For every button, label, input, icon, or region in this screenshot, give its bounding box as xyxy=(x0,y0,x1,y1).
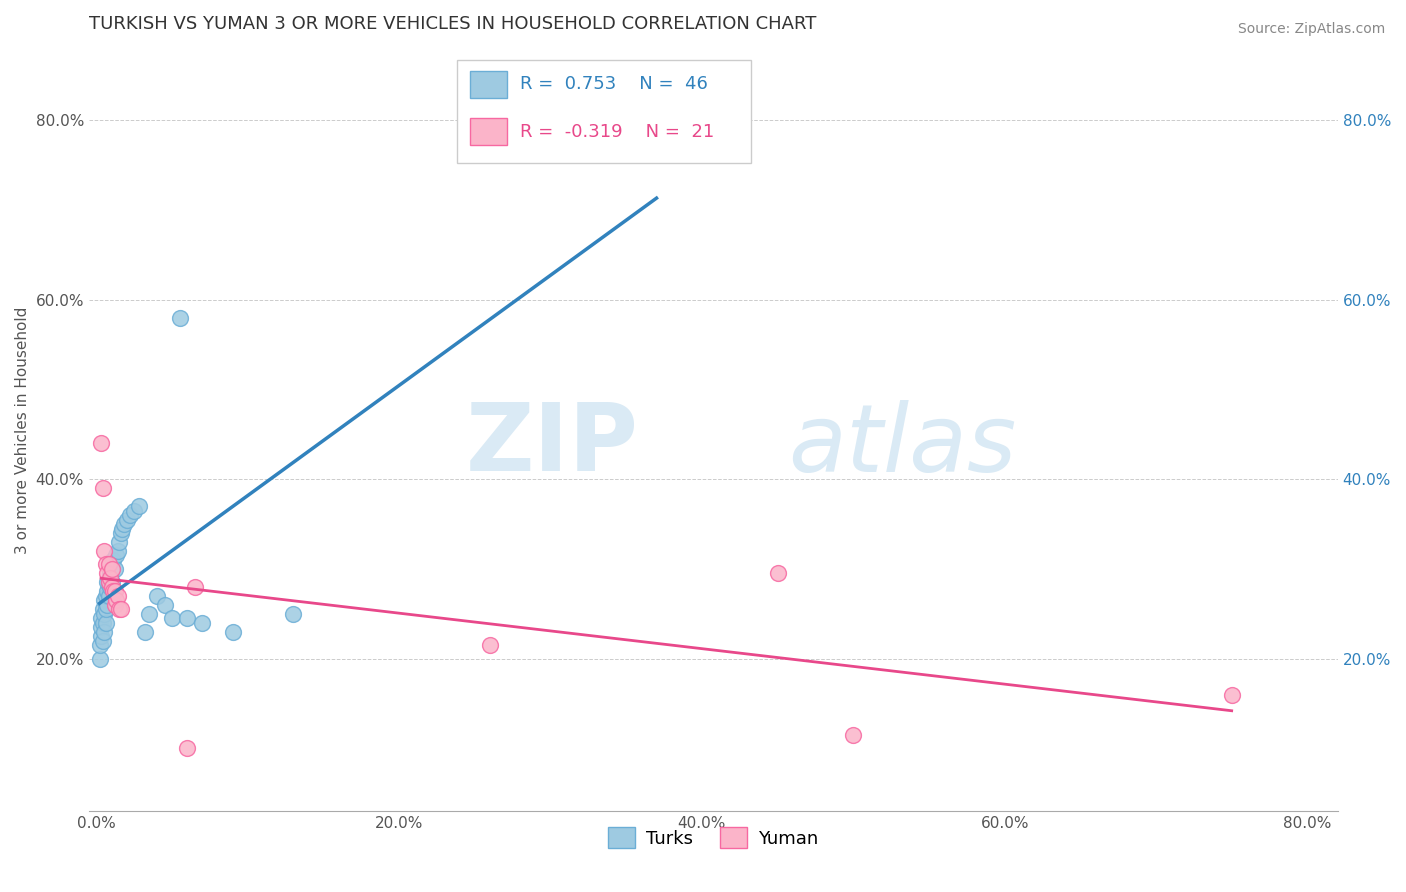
Point xyxy=(176,741,198,756)
Point xyxy=(108,602,131,616)
Point xyxy=(169,310,191,325)
Point xyxy=(97,558,120,572)
Point xyxy=(105,593,128,607)
Point xyxy=(107,544,129,558)
Point xyxy=(98,571,121,585)
FancyBboxPatch shape xyxy=(470,118,508,145)
Point xyxy=(91,481,114,495)
Point xyxy=(153,598,176,612)
Point xyxy=(98,566,121,581)
Point xyxy=(96,584,118,599)
Point xyxy=(1220,688,1243,702)
Point xyxy=(94,602,117,616)
Point xyxy=(94,558,117,572)
Point xyxy=(138,607,160,621)
Point xyxy=(89,638,111,652)
Point xyxy=(766,566,789,581)
Point xyxy=(94,589,117,603)
Point xyxy=(96,575,118,590)
Point xyxy=(160,611,183,625)
Point xyxy=(91,602,114,616)
Point xyxy=(176,611,198,625)
Point xyxy=(112,516,135,531)
Point xyxy=(98,580,121,594)
Point xyxy=(90,629,112,643)
Point xyxy=(96,566,118,581)
Point xyxy=(91,615,114,630)
Point xyxy=(134,624,156,639)
Point xyxy=(93,544,115,558)
Point xyxy=(101,553,124,567)
Point xyxy=(94,615,117,630)
Point xyxy=(128,499,150,513)
Point xyxy=(115,512,138,526)
Point xyxy=(107,589,129,603)
Point xyxy=(283,607,305,621)
Point xyxy=(100,580,122,594)
Point xyxy=(110,602,132,616)
Point xyxy=(96,598,118,612)
Point xyxy=(146,589,169,603)
Text: ZIP: ZIP xyxy=(465,399,638,491)
Point xyxy=(191,615,214,630)
Point xyxy=(222,624,245,639)
Point xyxy=(118,508,141,522)
Point xyxy=(842,728,865,742)
Text: atlas: atlas xyxy=(789,400,1017,491)
Text: TURKISH VS YUMAN 3 OR MORE VEHICLES IN HOUSEHOLD CORRELATION CHART: TURKISH VS YUMAN 3 OR MORE VEHICLES IN H… xyxy=(89,15,817,33)
Text: R =  -0.319    N =  21: R = -0.319 N = 21 xyxy=(520,122,714,141)
Point xyxy=(184,580,207,594)
FancyBboxPatch shape xyxy=(470,70,508,98)
Point xyxy=(104,598,127,612)
Point xyxy=(100,562,122,576)
Point xyxy=(104,562,127,576)
Point xyxy=(124,503,146,517)
Point xyxy=(91,633,114,648)
Point xyxy=(108,535,131,549)
Point xyxy=(90,611,112,625)
Legend: Turks, Yuman: Turks, Yuman xyxy=(600,821,825,855)
Point xyxy=(89,651,111,665)
Point xyxy=(97,575,120,590)
Point xyxy=(97,589,120,603)
Point xyxy=(93,593,115,607)
Point xyxy=(90,436,112,450)
Point xyxy=(110,526,132,541)
FancyBboxPatch shape xyxy=(457,60,751,163)
Point xyxy=(90,620,112,634)
Text: R =  0.753    N =  46: R = 0.753 N = 46 xyxy=(520,75,707,94)
Point xyxy=(111,522,134,536)
Point xyxy=(97,575,120,590)
Text: Source: ZipAtlas.com: Source: ZipAtlas.com xyxy=(1237,22,1385,37)
Point xyxy=(479,638,502,652)
Point xyxy=(101,584,124,599)
Point xyxy=(100,575,122,590)
Point xyxy=(104,584,127,599)
Point xyxy=(645,113,668,128)
Y-axis label: 3 or more Vehicles in Household: 3 or more Vehicles in Household xyxy=(15,306,30,554)
Point xyxy=(105,549,128,563)
Point xyxy=(100,562,122,576)
Point xyxy=(93,607,115,621)
Point xyxy=(93,624,115,639)
